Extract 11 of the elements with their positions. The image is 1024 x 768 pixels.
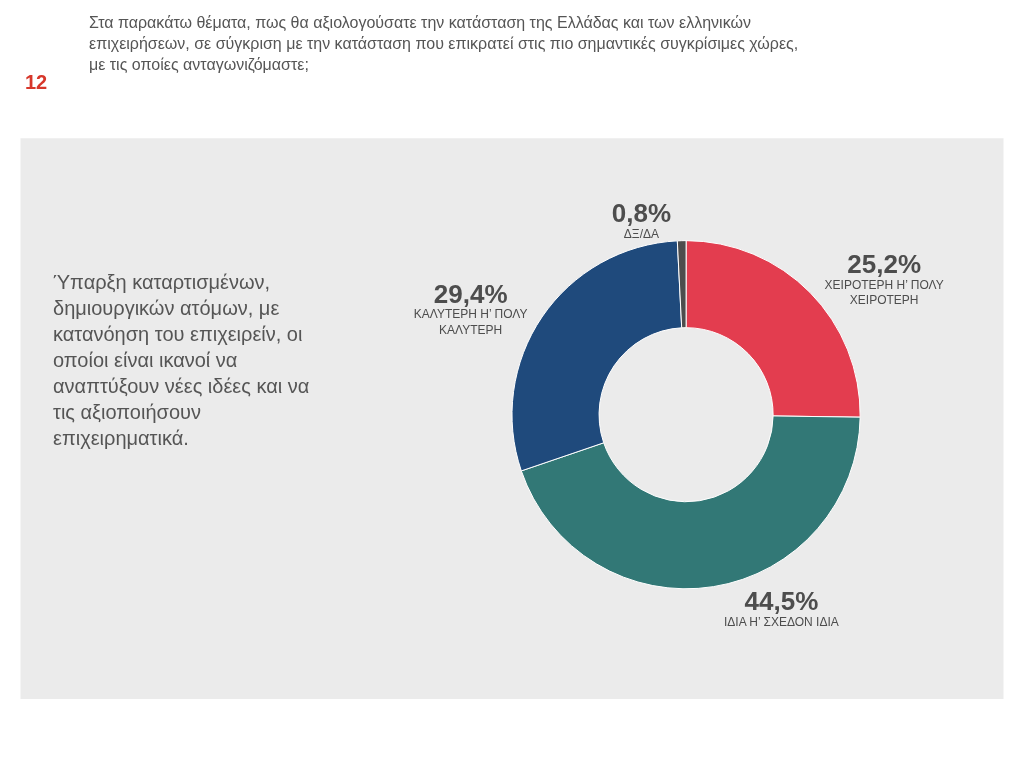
- slice-label: ΔΞ/ΔΑ: [623, 226, 659, 241]
- data-label: 0,8%: [611, 198, 672, 229]
- text: Ύπαρξη καταρτισμένων, δημιουργικών ατόμων, με κατανόηση του επιχειρείν, οι οποίοι είναι ικανοί να αναπτύξουν νέες ιδέες και να τις αξιοποιήσουν επιχειρηματικά.: [53, 271, 310, 449]
- slice-label: ΚΑΛΥΤΕΡΗ Η’ ΠΟΛΥ ΚΑΛΥΤΕΡΗ: [413, 307, 528, 337]
- data-label: 29,4%: [433, 278, 508, 309]
- slice-label: ΙΔΙΑ Η’ ΣΧΕΔΟΝ ΙΔΙΑ: [723, 614, 839, 629]
- text: 12: [25, 71, 48, 93]
- data-label: 44,5%: [744, 586, 819, 617]
- chart-title: Στα παρακάτω θέματα, πως θα αξιολογούσατε την κατάσταση της Ελλάδας και των ελληνικών επιχειρήσεων, σε σύγκριση με την κατάσταση που επικρατεί στις πιο σημαντικές συγκρίσιμες χώρες, με τις οποίες ανταγωνιζόμαστε;: [89, 14, 799, 74]
- data-label: 25,2%: [847, 249, 922, 280]
- slice-label: ΧΕΙΡΟΤΕΡΗ Η’ ΠΟΛΥ ΧΕΙΡΟΤΕΡΗ: [824, 277, 944, 308]
